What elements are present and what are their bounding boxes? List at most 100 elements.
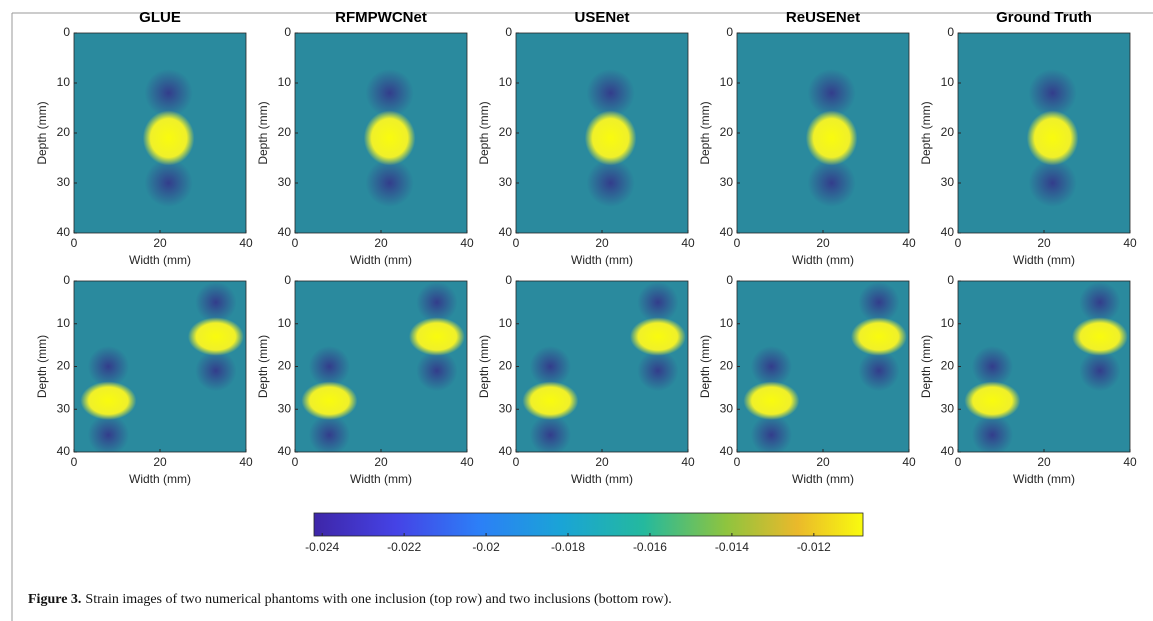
y-tick-label: 40 [941, 444, 955, 458]
heatmap-image [74, 33, 246, 233]
x-axis-label: Width (mm) [571, 253, 633, 267]
y-tick-label: 40 [57, 444, 71, 458]
x-tick-label: 40 [239, 236, 253, 250]
x-tick-label: 20 [816, 455, 830, 469]
y-tick-label: 20 [941, 125, 955, 139]
y-tick-label: 0 [947, 273, 954, 287]
y-tick-label: 40 [57, 225, 71, 239]
y-tick-label: 30 [499, 175, 513, 189]
heatmap-feature [1028, 159, 1077, 207]
heatmap-image [295, 33, 467, 233]
y-tick-label: 30 [278, 175, 292, 189]
x-tick-label: 40 [460, 236, 474, 250]
heatmap-feature [308, 345, 351, 388]
x-axis-label: Width (mm) [571, 472, 633, 486]
heatmap-image [737, 281, 909, 452]
y-tick-label: 20 [941, 359, 955, 373]
y-tick-label: 10 [278, 75, 292, 89]
y-tick-label: 0 [63, 273, 70, 287]
panel-title: GLUE [139, 9, 181, 26]
heatmap-image [737, 33, 909, 233]
colorbar-tick-label: -0.02 [472, 540, 500, 554]
heatmap-feature [522, 381, 579, 420]
caption: Figure 3. Strain images of two numerical … [28, 592, 672, 607]
y-tick-label: 40 [720, 225, 734, 239]
y-tick-label: 10 [941, 75, 955, 89]
x-axis-label: Width (mm) [1013, 472, 1075, 486]
x-tick-label: 40 [902, 455, 916, 469]
y-axis-label: Depth (mm) [256, 101, 270, 164]
heatmap-feature [750, 345, 793, 388]
y-axis-label: Depth (mm) [698, 101, 712, 164]
heatmap-feature [529, 414, 572, 452]
heatmap-feature [416, 281, 458, 323]
y-tick-label: 30 [57, 401, 71, 415]
x-tick-label: 0 [292, 236, 299, 250]
x-tick-label: 20 [153, 236, 167, 250]
y-tick-label: 0 [726, 273, 733, 287]
x-axis-label: Width (mm) [129, 253, 191, 267]
y-tick-label: 20 [499, 125, 513, 139]
heatmap-feature [807, 69, 856, 117]
x-tick-label: 0 [955, 455, 962, 469]
y-tick-label: 20 [720, 359, 734, 373]
y-tick-label: 20 [499, 359, 513, 373]
y-tick-label: 30 [278, 401, 292, 415]
y-axis-label: Depth (mm) [477, 101, 491, 164]
y-tick-label: 10 [941, 316, 955, 330]
heatmap-image [516, 281, 688, 452]
y-tick-label: 10 [499, 316, 513, 330]
x-axis-label: Width (mm) [350, 472, 412, 486]
heatmap-feature [144, 159, 193, 207]
heatmap-feature [850, 317, 907, 356]
y-axis-label: Depth (mm) [256, 335, 270, 398]
x-tick-label: 40 [681, 455, 695, 469]
y-tick-label: 40 [278, 444, 292, 458]
heatmap-feature [416, 350, 458, 392]
heatmap-feature [858, 350, 900, 392]
heatmap-feature [971, 414, 1014, 452]
x-axis-label: Width (mm) [350, 253, 412, 267]
panel-title: USENet [574, 9, 629, 26]
x-tick-label: 20 [1037, 236, 1051, 250]
x-tick-label: 40 [1123, 455, 1137, 469]
y-tick-label: 20 [278, 359, 292, 373]
y-tick-label: 30 [941, 401, 955, 415]
y-tick-label: 20 [720, 125, 734, 139]
x-tick-label: 0 [513, 455, 520, 469]
heatmap-feature [1079, 281, 1121, 323]
y-tick-label: 40 [941, 225, 955, 239]
heatmap-feature [750, 414, 793, 452]
x-tick-label: 40 [460, 455, 474, 469]
caption-text: Strain images of two numerical phantoms … [85, 592, 671, 607]
x-axis-label: Width (mm) [792, 472, 854, 486]
heatmap-feature [637, 350, 679, 392]
heatmap-feature [308, 414, 351, 452]
x-tick-label: 20 [816, 236, 830, 250]
y-axis-label: Depth (mm) [919, 335, 933, 398]
x-axis-label: Width (mm) [129, 472, 191, 486]
y-tick-label: 0 [947, 25, 954, 39]
heatmap-feature [1026, 110, 1079, 166]
heatmap-feature [629, 317, 686, 356]
x-tick-label: 0 [292, 455, 299, 469]
y-tick-label: 30 [941, 175, 955, 189]
heatmap-feature [87, 414, 130, 452]
heatmap-feature [586, 69, 635, 117]
heatmap-feature [195, 350, 237, 392]
heatmap-image [958, 281, 1130, 452]
x-tick-label: 0 [513, 236, 520, 250]
y-tick-label: 0 [63, 25, 70, 39]
colorbar-tick-label: -0.016 [633, 540, 667, 554]
panel-title: Ground Truth [996, 9, 1092, 26]
heatmap-feature [144, 69, 193, 117]
colorbar-tick-label: -0.014 [715, 540, 749, 554]
heatmap-feature [408, 317, 465, 356]
heatmap-feature [971, 345, 1014, 388]
colorbar-tick-label: -0.018 [551, 540, 585, 554]
x-tick-label: 20 [374, 236, 388, 250]
x-tick-label: 0 [734, 455, 741, 469]
y-tick-label: 10 [57, 316, 71, 330]
x-tick-label: 20 [153, 455, 167, 469]
